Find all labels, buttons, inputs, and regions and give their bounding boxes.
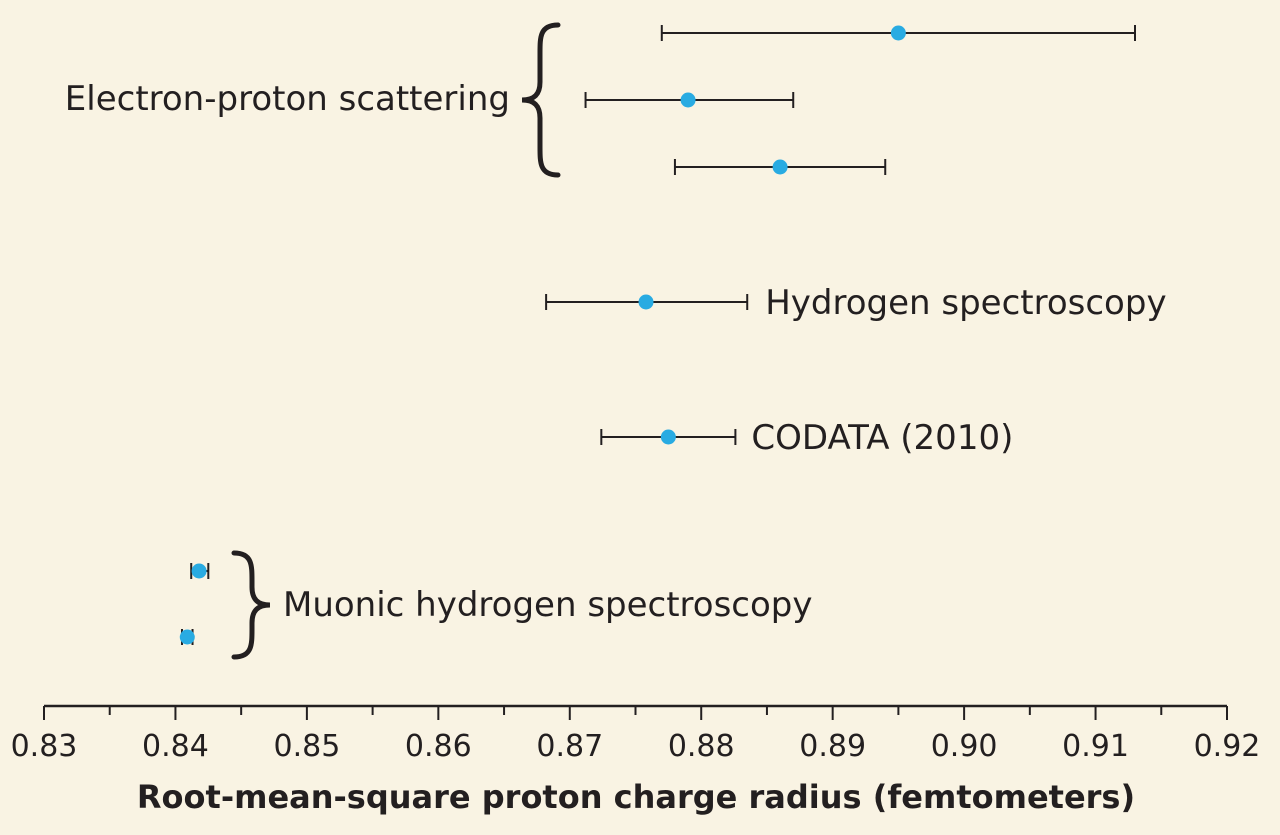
data-point bbox=[191, 563, 207, 579]
x-tick-label: 0.87 bbox=[536, 729, 603, 764]
group-label: CODATA (2010) bbox=[751, 418, 1013, 458]
group-label: Muonic hydrogen spectroscopy bbox=[283, 585, 813, 625]
x-tick-label: 0.91 bbox=[1062, 729, 1129, 764]
x-tick-label: 0.90 bbox=[931, 729, 998, 764]
x-tick-label: 0.84 bbox=[142, 729, 209, 764]
group-labels: Electron-proton scattering Hydrogen spect… bbox=[65, 22, 1167, 660]
group-label: Hydrogen spectroscopy bbox=[765, 283, 1166, 323]
data-point bbox=[179, 629, 195, 645]
data-point bbox=[772, 159, 788, 175]
x-tick-label: 0.89 bbox=[799, 729, 866, 764]
x-tick-label: 0.85 bbox=[273, 729, 340, 764]
x-tick-label: 0.88 bbox=[668, 729, 735, 764]
group-label: Electron-proton scattering bbox=[65, 79, 510, 119]
x-tick-label: 0.83 bbox=[11, 729, 78, 764]
x-axis bbox=[43, 704, 1228, 720]
x-tick-labels: 0.83 0.84 0.85 0.86 0.87 0.88 0.89 0.90 0.91 0.92 bbox=[11, 729, 1261, 764]
x-tick-label: 0.86 bbox=[405, 729, 472, 764]
data-point bbox=[890, 25, 906, 41]
group-brace bbox=[231, 550, 271, 660]
x-axis-title: Root-mean-square proton charge radius (f… bbox=[137, 778, 1135, 816]
data-point bbox=[638, 294, 654, 310]
group-brace bbox=[521, 22, 561, 178]
x-tick-label: 0.92 bbox=[1194, 729, 1261, 764]
data-point bbox=[680, 92, 696, 108]
chart-marks bbox=[179, 25, 1136, 645]
data-point bbox=[660, 429, 676, 445]
